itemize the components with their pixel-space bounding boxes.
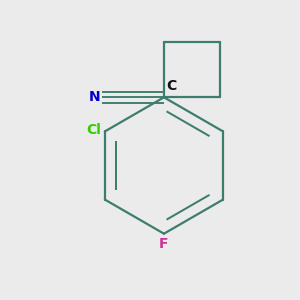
Text: F: F [159,237,169,251]
Text: N: N [89,90,100,104]
Text: C: C [167,79,177,93]
Text: Cl: Cl [86,123,101,137]
